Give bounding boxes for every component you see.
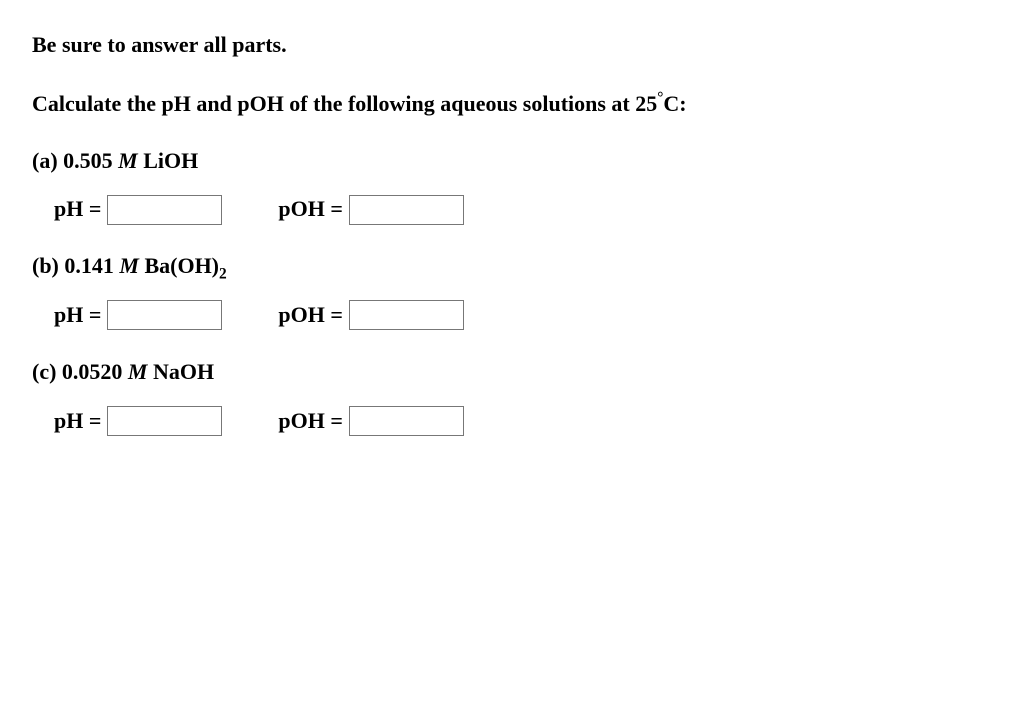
part-b-label: (b) 0.141 M Ba(OH)2 xyxy=(32,251,988,282)
part-c-poh-label: pOH = xyxy=(278,406,343,437)
part-b-compound-pre: Ba(OH) xyxy=(139,253,219,278)
part-a-prefix: (a) 0.505 xyxy=(32,148,118,173)
prompt-prefix: Calculate the pH and pOH of the followin… xyxy=(32,91,657,116)
part-b-sub: 2 xyxy=(219,266,227,283)
part-a-answer-row: pH = pOH = xyxy=(32,194,988,225)
part-c-ph-label: pH = xyxy=(54,406,101,437)
part-b-unit: M xyxy=(119,253,139,278)
part-b-answer-row: pH = pOH = xyxy=(32,300,988,331)
part-c-label: (c) 0.0520 M NaOH xyxy=(32,357,988,388)
question-prompt: Calculate the pH and pOH of the followin… xyxy=(32,89,988,120)
part-c-compound: NaOH xyxy=(147,359,214,384)
part-c-answer-row: pH = pOH = xyxy=(32,406,988,437)
part-c-unit: M xyxy=(128,359,148,384)
part-a-poh-input[interactable] xyxy=(349,195,464,225)
prompt-suffix: C: xyxy=(663,91,686,116)
part-a-compound: LiOH xyxy=(138,148,199,173)
part-a-poh-label: pOH = xyxy=(278,194,343,225)
part-c-ph-input[interactable] xyxy=(107,406,222,436)
instruction-text: Be sure to answer all parts. xyxy=(32,30,988,61)
part-a-label: (a) 0.505 M LiOH xyxy=(32,146,988,177)
part-b-ph-input[interactable] xyxy=(107,300,222,330)
part-b-prefix: (b) 0.141 xyxy=(32,253,119,278)
part-a-ph-label: pH = xyxy=(54,194,101,225)
part-b-ph-label: pH = xyxy=(54,300,101,331)
part-b-poh-input[interactable] xyxy=(349,300,464,330)
part-c-poh-input[interactable] xyxy=(349,406,464,436)
part-c-prefix: (c) 0.0520 xyxy=(32,359,128,384)
part-a-ph-input[interactable] xyxy=(107,195,222,225)
part-a-unit: M xyxy=(118,148,138,173)
part-b-poh-label: pOH = xyxy=(278,300,343,331)
